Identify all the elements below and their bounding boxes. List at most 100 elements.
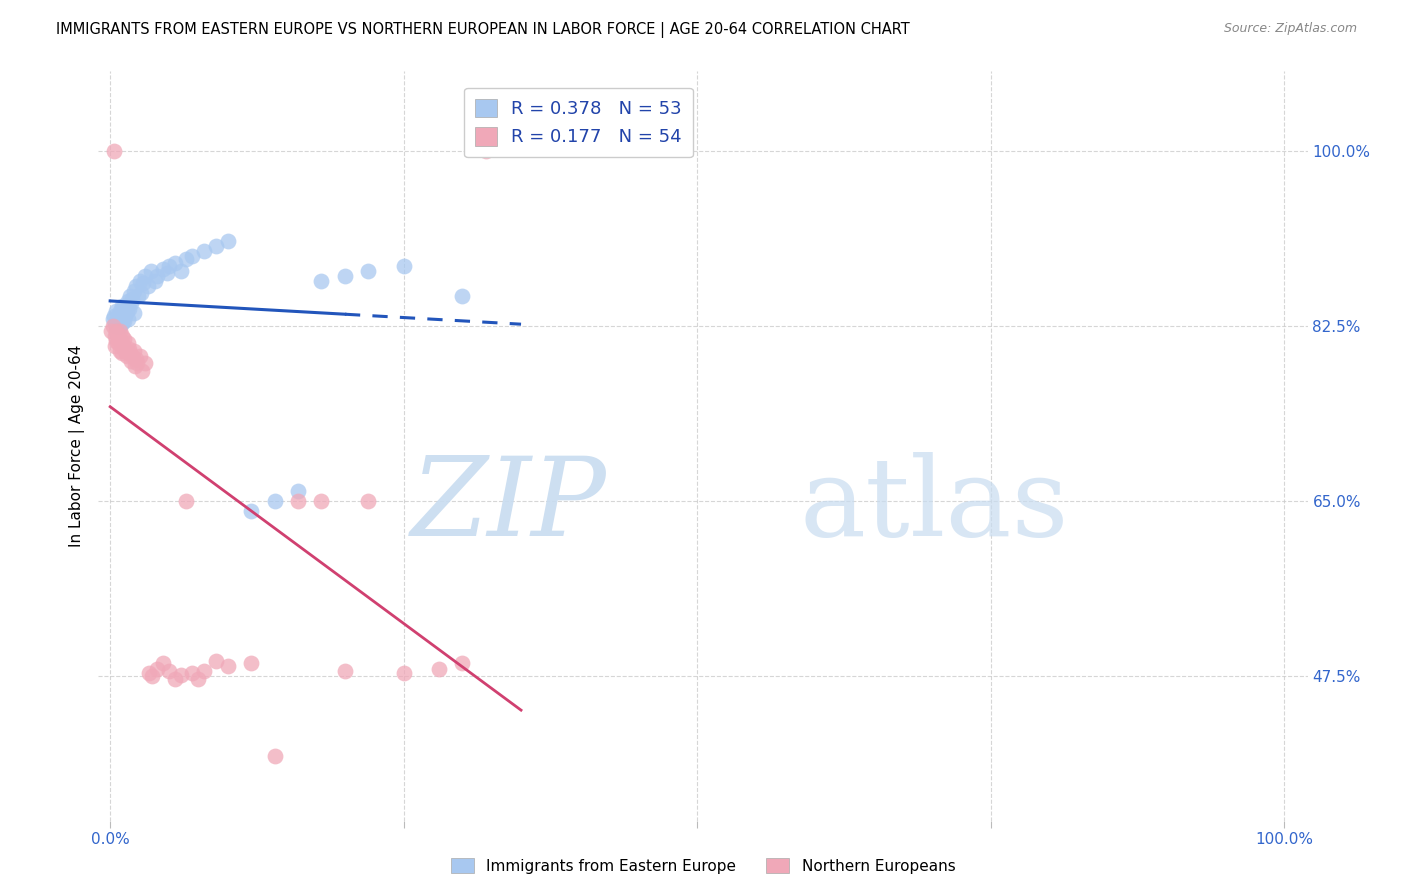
Point <box>155 266 177 280</box>
Point <box>111 299 134 313</box>
Point <box>263 748 285 763</box>
Point <box>132 276 155 290</box>
Point <box>129 286 152 301</box>
Point <box>108 319 131 334</box>
Point <box>101 312 124 326</box>
Point <box>107 309 129 323</box>
Point <box>105 304 128 318</box>
Point <box>122 344 145 359</box>
Point <box>118 302 141 317</box>
Point <box>176 252 198 267</box>
Point <box>107 336 129 351</box>
Point <box>114 344 136 359</box>
Point <box>127 289 149 303</box>
Point <box>108 344 131 359</box>
Point <box>122 306 145 320</box>
Point <box>125 279 148 293</box>
Point <box>103 309 125 323</box>
Point <box>176 494 198 508</box>
Point <box>451 656 474 670</box>
Point <box>120 296 142 310</box>
Point <box>141 669 163 683</box>
Point <box>115 304 138 318</box>
Point <box>181 249 204 263</box>
Point <box>136 279 159 293</box>
Point <box>152 262 174 277</box>
Point <box>131 364 153 378</box>
Point <box>100 324 122 338</box>
Point <box>107 332 129 346</box>
Point <box>217 658 239 673</box>
Point <box>105 326 128 340</box>
Point <box>120 289 142 303</box>
Point <box>240 656 263 670</box>
Point <box>101 319 124 334</box>
Point <box>187 672 209 686</box>
Point <box>146 662 169 676</box>
Point <box>120 354 142 368</box>
Point <box>111 329 134 343</box>
Point <box>104 316 127 330</box>
Point <box>120 346 142 360</box>
Point <box>124 359 146 373</box>
Point <box>217 234 239 248</box>
Point <box>118 342 141 356</box>
Text: Source: ZipAtlas.com: Source: ZipAtlas.com <box>1223 22 1357 36</box>
Point <box>117 312 139 326</box>
Point <box>117 336 139 351</box>
Point <box>121 292 143 306</box>
Point <box>111 316 134 330</box>
Point <box>104 329 127 343</box>
Point <box>105 314 128 328</box>
Point <box>105 319 128 334</box>
Point <box>475 145 498 159</box>
Point <box>287 494 309 508</box>
Point <box>108 324 131 338</box>
Point <box>357 264 380 278</box>
Point <box>204 239 226 253</box>
Point <box>112 299 135 313</box>
Point <box>128 274 150 288</box>
Y-axis label: In Labor Force | Age 20-64: In Labor Force | Age 20-64 <box>69 345 84 547</box>
Point <box>111 346 134 360</box>
Point <box>204 654 226 668</box>
Point <box>451 289 474 303</box>
Text: ZIP: ZIP <box>411 452 606 559</box>
Point <box>112 332 135 346</box>
Point <box>134 269 156 284</box>
Point <box>110 334 132 348</box>
Point <box>193 244 215 259</box>
Point <box>169 264 191 278</box>
Point <box>112 306 135 320</box>
Point <box>127 356 149 370</box>
Point <box>392 259 415 273</box>
Point <box>311 274 333 288</box>
Point <box>117 294 139 309</box>
Point <box>115 349 138 363</box>
Point <box>181 665 204 680</box>
Point <box>333 269 356 284</box>
Point <box>146 269 169 284</box>
Point <box>157 259 180 273</box>
Point <box>311 494 333 508</box>
Point <box>333 664 356 678</box>
Point <box>357 494 380 508</box>
Point <box>110 309 132 323</box>
Point <box>128 349 150 363</box>
Point <box>163 672 186 686</box>
Point <box>193 664 215 678</box>
Point <box>169 667 191 681</box>
Point <box>141 264 163 278</box>
Point <box>112 338 135 352</box>
Point <box>138 665 160 680</box>
Point <box>105 324 128 338</box>
Legend: Immigrants from Eastern Europe, Northern Europeans: Immigrants from Eastern Europe, Northern… <box>444 852 962 880</box>
Point <box>104 339 127 353</box>
Point <box>121 349 143 363</box>
Point <box>103 145 125 159</box>
Point <box>287 483 309 498</box>
Point <box>105 334 128 348</box>
Point <box>134 356 156 370</box>
Point <box>125 352 148 367</box>
Text: IMMIGRANTS FROM EASTERN EUROPE VS NORTHERN EUROPEAN IN LABOR FORCE | AGE 20-64 C: IMMIGRANTS FROM EASTERN EUROPE VS NORTHE… <box>56 22 910 38</box>
